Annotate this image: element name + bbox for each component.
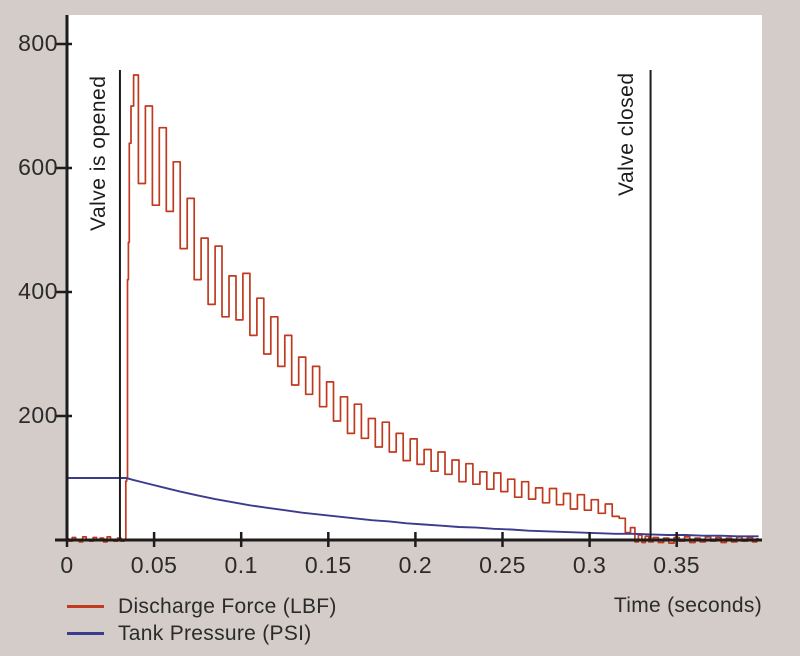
x-tick-label-0.25: 0.25 [479, 552, 526, 578]
y-tick-label-600: 600 [18, 154, 58, 180]
tank-pressure-line [67, 477, 759, 538]
x-tick-label-0.1: 0.1 [224, 552, 258, 578]
x-tick-label-0.2: 0.2 [398, 552, 433, 578]
legend-label-discharge-force: Discharge Force (LBF) [118, 594, 337, 618]
legend-item-tank-pressure: Tank Pressure (PSI) [67, 620, 337, 647]
legend-label-tank-pressure: Tank Pressure (PSI) [118, 621, 312, 645]
discharge-force-line [67, 74, 759, 544]
valve-opened-annotation: Valve is opened [87, 75, 110, 231]
y-tick-label-800: 800 [18, 30, 58, 56]
x-axis-title: Time (seconds) [613, 594, 762, 617]
discharge-force-line-swatch [67, 605, 104, 608]
x-tick-label-0.3: 0.3 [572, 552, 607, 578]
x-tick-label-0.05: 0.05 [130, 552, 178, 578]
legend: Discharge Force (LBF) Tank Pressure (PSI… [67, 593, 337, 647]
legend-item-discharge-force: Discharge Force (LBF) [67, 593, 337, 620]
y-tick-label-400: 400 [18, 278, 58, 304]
valve-closed-annotation: Valve closed [615, 72, 638, 196]
y-tick-label-200: 200 [18, 402, 58, 428]
x-tick-label-0.35: 0.35 [653, 552, 701, 578]
x-tick-label-0: 0 [60, 552, 74, 578]
x-tick-label-0.15: 0.15 [304, 552, 352, 578]
plot-area [67, 15, 762, 540]
tank-pressure-line-swatch [67, 632, 104, 635]
